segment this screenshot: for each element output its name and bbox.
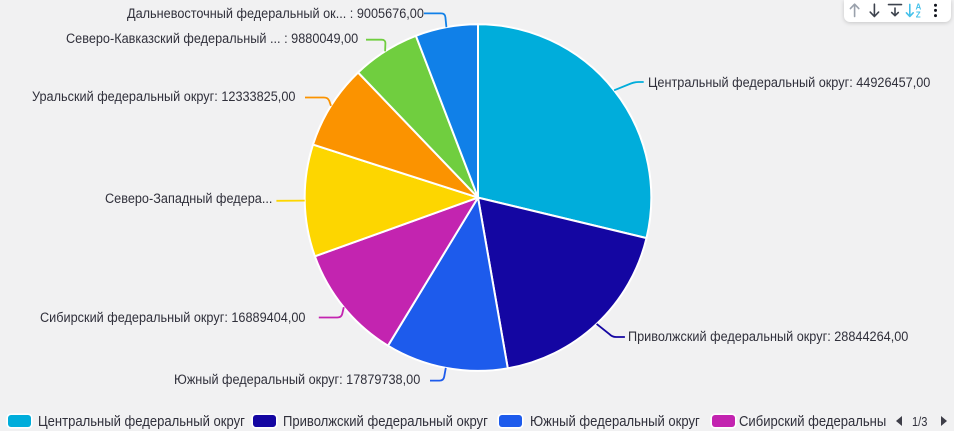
- svg-text:Z: Z: [916, 11, 921, 20]
- svg-text:A: A: [916, 3, 922, 12]
